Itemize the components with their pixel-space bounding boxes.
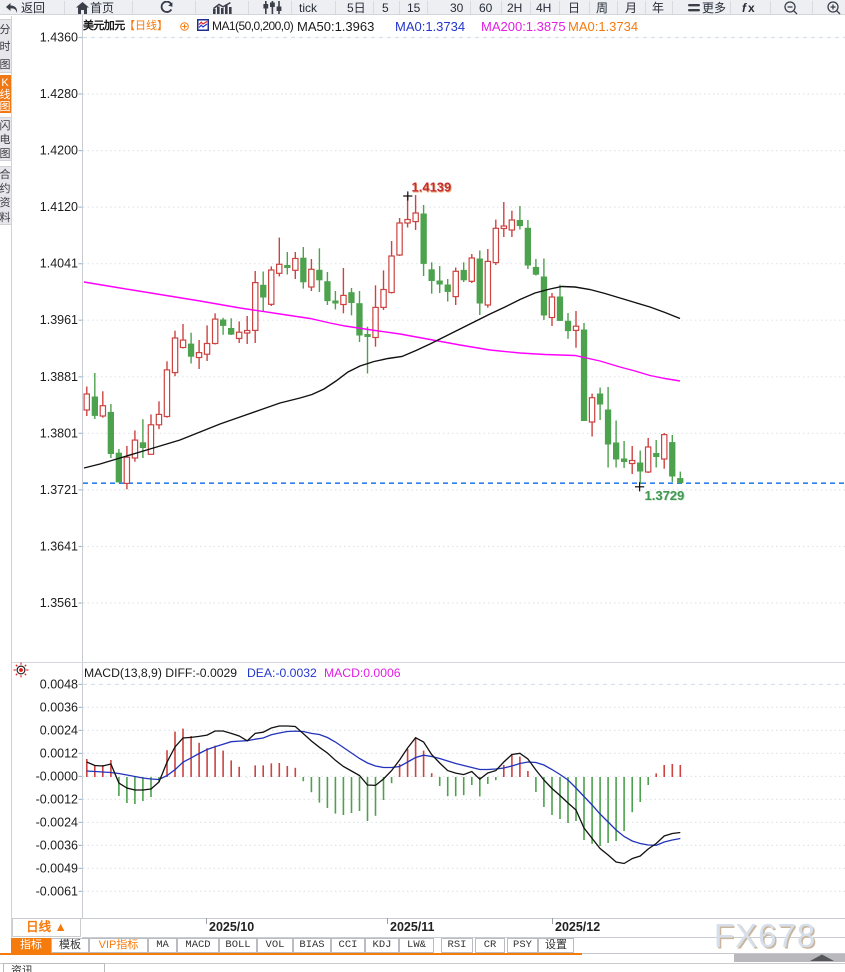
svg-text:1.3561: 1.3561 [40, 596, 78, 610]
svg-text:-0.0024: -0.0024 [36, 815, 78, 829]
svg-text:1.4139: 1.4139 [412, 180, 452, 195]
svg-text:-0.0012: -0.0012 [36, 792, 78, 806]
svg-text:1.4280: 1.4280 [40, 87, 78, 101]
svg-text:0.0024: 0.0024 [40, 723, 78, 737]
svg-text:1.4360: 1.4360 [40, 31, 78, 45]
svg-text:-0.0000: -0.0000 [36, 769, 78, 783]
svg-text:0.0048: 0.0048 [40, 677, 78, 691]
svg-text:1.4120: 1.4120 [40, 200, 78, 214]
svg-text:-0.0036: -0.0036 [36, 838, 78, 852]
svg-text:-0.0061: -0.0061 [36, 884, 78, 898]
svg-text:1.3729: 1.3729 [645, 489, 685, 504]
svg-text:1.3721: 1.3721 [40, 483, 78, 497]
svg-text:1.3801: 1.3801 [40, 426, 78, 440]
svg-text:1.3641: 1.3641 [40, 540, 78, 554]
svg-text:1.4200: 1.4200 [40, 144, 78, 158]
svg-text:1.3881: 1.3881 [40, 370, 78, 384]
svg-text:1.4041: 1.4041 [40, 257, 78, 271]
svg-text:1.3961: 1.3961 [40, 313, 78, 327]
svg-text:1.4139: 1.4139 [412, 180, 452, 195]
svg-text:0.0036: 0.0036 [40, 700, 78, 714]
svg-text:0.0012: 0.0012 [40, 746, 78, 760]
svg-text:-0.0049: -0.0049 [36, 861, 78, 875]
svg-text:1.3729: 1.3729 [645, 488, 685, 503]
